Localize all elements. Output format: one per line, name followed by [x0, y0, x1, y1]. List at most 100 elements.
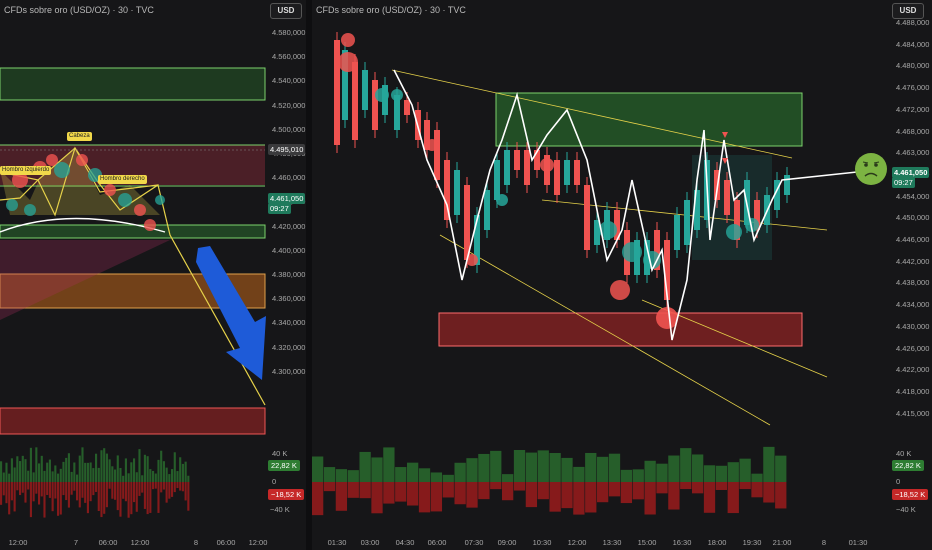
left-currency-button[interactable]: USD: [270, 3, 302, 19]
volume-bar-up: [157, 459, 160, 482]
price-tick: 4.468,000: [896, 126, 930, 136]
price-tick: 4.488,000: [896, 18, 930, 27]
volume-bar-up: [152, 470, 155, 482]
volume-bar-down: [92, 482, 95, 496]
candle: [734, 200, 740, 240]
volume-bar-up: [32, 472, 35, 482]
right-vol-tick: 0: [896, 477, 901, 486]
volume-bar-down: [184, 482, 187, 501]
volume-bar-down: [119, 482, 122, 517]
trendline-lower: [439, 234, 771, 426]
volume-bar-down: [111, 482, 114, 499]
left-vol-tick: 40 K: [272, 449, 288, 458]
candle: [334, 40, 340, 145]
volume-bar-up: [149, 469, 152, 482]
pane-divider[interactable]: [306, 0, 312, 550]
price-tick: 4.418,000: [896, 386, 930, 396]
volume-bar-down: [24, 482, 27, 503]
volume-bar-up: [162, 461, 165, 482]
volume-bar-down: [32, 482, 35, 502]
volume-bar-up: [138, 449, 141, 482]
right-chart-pane[interactable]: CFDs sobre oro (USD/OZ) · 30 · TVC USD 4…: [312, 0, 932, 550]
volume-bar-down: [114, 482, 117, 500]
candle: [524, 150, 530, 185]
volume-bar-down: [10, 482, 13, 501]
left-chart-pane[interactable]: Hombro izquierdo Cabeza Hombro derecho C…: [0, 0, 306, 550]
price-tick: 4.300,000: [272, 366, 306, 376]
volume-bar-up: [176, 471, 179, 482]
volume-bar-down: [703, 482, 716, 513]
volume-bar-up: [78, 455, 81, 482]
volume-bubbles: [6, 154, 165, 231]
price-tick: 4.438,000: [896, 278, 930, 288]
volume-bar-down: [19, 482, 22, 496]
volume-bar-down: [751, 482, 763, 498]
right-symbol-title[interactable]: CFDs sobre oro (USD/OZ) · 30 · TVC: [316, 5, 466, 15]
zigzag-line: [393, 69, 858, 341]
volume-bar-down: [16, 482, 19, 491]
volume-bar-up: [608, 453, 621, 482]
time-tick: 01:30: [848, 538, 868, 547]
volume-bar-down: [442, 482, 454, 498]
volume-bar-down: [73, 482, 76, 491]
volume-bar-up: [160, 450, 163, 482]
volume-bar-up: [43, 470, 46, 482]
volume-bar-down: [371, 482, 383, 514]
price-tick: 4.476,000: [896, 83, 930, 93]
time-tick: 15:00: [637, 538, 657, 547]
volume-bar-up: [632, 469, 644, 482]
price-tick: 4.380,000: [272, 270, 306, 279]
volume-bar-up: [335, 469, 348, 482]
volume-bar-up: [13, 467, 16, 482]
left-price-tag: 4.461,050: [268, 193, 306, 204]
volume-bar-up: [168, 474, 171, 482]
right-chart-canvas[interactable]: [312, 0, 932, 550]
candle: [394, 95, 400, 130]
time-tick: 21:00: [772, 538, 792, 547]
volume-bar-down: [407, 482, 419, 506]
price-tick: 4.463,000: [896, 148, 930, 158]
candle: [352, 62, 358, 140]
pattern-line: [0, 146, 266, 406]
volume-bar-down: [116, 482, 119, 511]
volume-bar-up: [62, 461, 65, 482]
volume-bar-down: [597, 482, 609, 503]
volume-bar-down: [466, 482, 478, 508]
volume-bar-up: [105, 453, 108, 482]
volume-bar-down: [135, 482, 138, 512]
volume-bar-down: [70, 482, 73, 495]
volume-bar-up: [513, 450, 526, 482]
right-countdown: 09:27: [892, 177, 915, 188]
volume-bar-up: [116, 455, 119, 482]
volume-bubbles: [338, 33, 759, 329]
volume-bar-down: [179, 482, 182, 491]
volume-bar-down: [59, 482, 62, 515]
volume-bar-up: [19, 461, 22, 482]
volume-bar-up: [81, 447, 84, 482]
down-arrow-icon: [196, 246, 266, 380]
volume-bar-down: [165, 482, 168, 503]
volume-bar-up: [454, 462, 466, 482]
time-tick: 18:00: [707, 538, 727, 547]
volume-bar-down: [525, 482, 538, 508]
volume-bar-up: [103, 448, 106, 482]
volume-bar-down: [739, 482, 751, 490]
volume-bar-down: [108, 482, 111, 489]
volume-bar-up: [703, 465, 716, 482]
candle: [342, 50, 348, 120]
left-symbol-title[interactable]: CFDs sobre oro (USD/OZ) · 30 · TVC: [4, 5, 154, 15]
candle: [694, 190, 700, 230]
volume-bar-up: [54, 465, 57, 482]
volume-bar-up: [127, 473, 130, 482]
volume-bar-up: [35, 447, 38, 482]
left-chart-canvas[interactable]: [0, 0, 306, 550]
volume-bar-down: [57, 482, 60, 516]
right-currency-button[interactable]: USD: [892, 3, 924, 19]
price-tick: 4.454,000: [896, 191, 930, 201]
volume-bar-up: [67, 453, 70, 482]
candle: [774, 180, 780, 210]
time-tick: 12:00: [130, 538, 150, 547]
volume-bar-up: [692, 454, 704, 482]
time-tick: 13:30: [602, 538, 622, 547]
volume-bar-down: [103, 482, 106, 514]
